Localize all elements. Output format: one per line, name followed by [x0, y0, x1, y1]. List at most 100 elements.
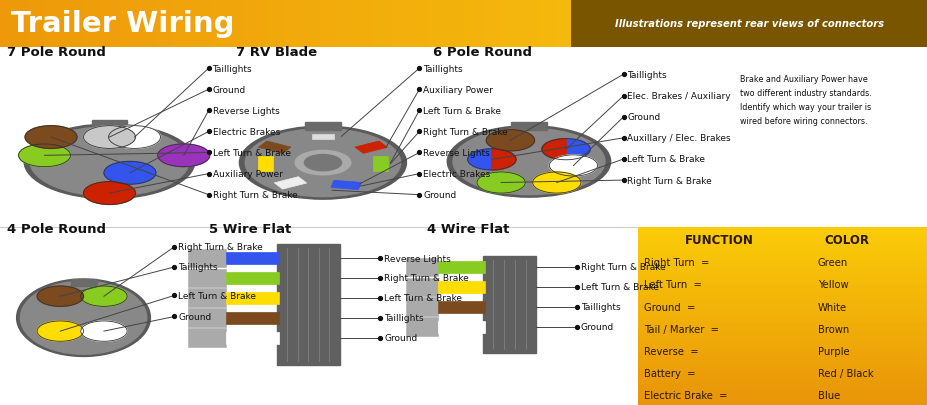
Text: Left Turn & Brake: Left Turn & Brake	[384, 294, 462, 303]
Bar	[603, 0, 606, 48]
Bar	[638, 369, 927, 371]
Bar	[183, 0, 186, 48]
Bar	[638, 316, 927, 318]
Bar	[522, 0, 527, 48]
Bar	[615, 0, 619, 48]
Bar	[318, 0, 323, 48]
Bar	[638, 372, 927, 373]
Bar	[638, 326, 927, 327]
Bar	[438, 261, 485, 273]
Text: Reverse Lights: Reverse Lights	[423, 149, 489, 158]
Bar	[40, 0, 44, 48]
Bar	[779, 0, 782, 48]
Bar	[674, 0, 678, 48]
Text: Blue: Blue	[817, 390, 839, 400]
Bar	[638, 234, 927, 236]
Bar	[638, 395, 927, 396]
Bar	[232, 0, 235, 48]
Bar	[832, 0, 835, 48]
Bar	[160, 0, 165, 48]
Bar	[62, 0, 66, 48]
Bar	[114, 0, 119, 48]
Bar	[828, 0, 832, 48]
Bar	[65, 0, 69, 48]
Bar	[346, 0, 350, 48]
Text: Right Turn & Brake: Right Turn & Brake	[580, 263, 665, 272]
Bar	[105, 0, 109, 48]
Bar	[638, 338, 927, 339]
Bar	[638, 279, 927, 280]
Bar	[638, 303, 927, 304]
Bar	[638, 325, 927, 326]
Bar	[572, 0, 576, 48]
Bar	[638, 243, 927, 244]
Circle shape	[19, 145, 70, 167]
Bar	[638, 302, 927, 303]
Circle shape	[245, 129, 400, 197]
Bar	[638, 390, 927, 391]
Bar	[899, 0, 903, 48]
Bar	[457, 0, 462, 48]
Bar	[742, 0, 745, 48]
Circle shape	[486, 130, 534, 151]
Bar	[192, 0, 196, 48]
Bar	[881, 0, 884, 48]
Bar	[272, 0, 276, 48]
Bar	[638, 381, 927, 382]
Bar	[482, 0, 486, 48]
Bar	[638, 320, 927, 321]
Bar	[638, 360, 927, 362]
Bar	[167, 0, 171, 48]
Bar	[638, 371, 927, 372]
Bar	[414, 0, 418, 48]
Bar	[638, 366, 927, 367]
Bar	[638, 323, 927, 324]
Bar	[630, 0, 634, 48]
Bar	[717, 0, 721, 48]
Bar	[890, 0, 894, 48]
Bar	[638, 335, 927, 336]
Bar	[638, 280, 927, 281]
Bar	[856, 0, 860, 48]
Bar	[285, 0, 288, 48]
Bar	[658, 0, 662, 48]
Bar	[781, 0, 786, 48]
Bar	[638, 245, 927, 247]
Bar	[638, 239, 927, 241]
Bar	[732, 0, 736, 48]
Bar	[68, 0, 72, 48]
Text: Elec. Brakes / Auxiliary: Elec. Brakes / Auxiliary	[627, 92, 730, 101]
Circle shape	[541, 139, 590, 160]
Bar	[244, 0, 248, 48]
Circle shape	[467, 149, 515, 171]
Text: Right Turn & Brake: Right Turn & Brake	[384, 274, 468, 283]
Text: Reverse  =: Reverse =	[643, 346, 698, 356]
Bar	[28, 0, 32, 48]
Bar	[638, 249, 927, 250]
Bar	[6, 0, 10, 48]
Bar	[570, 0, 927, 48]
Bar	[683, 0, 687, 48]
Text: Purple: Purple	[817, 346, 849, 356]
Bar	[638, 362, 927, 363]
Bar	[638, 242, 927, 243]
Bar	[108, 0, 112, 48]
Bar	[638, 396, 927, 397]
Bar	[578, 0, 582, 48]
Bar	[638, 241, 927, 242]
Bar	[638, 392, 927, 394]
Bar	[638, 234, 927, 235]
Bar	[70, 279, 96, 286]
Bar	[822, 0, 826, 48]
Bar	[638, 334, 927, 335]
Bar	[834, 0, 838, 48]
Bar	[638, 360, 927, 361]
Bar	[638, 386, 927, 387]
Bar	[37, 0, 41, 48]
Text: Taillights: Taillights	[178, 263, 218, 272]
Bar	[642, 0, 647, 48]
Bar	[489, 0, 492, 48]
Bar	[225, 332, 279, 344]
Bar	[638, 230, 927, 232]
Bar	[638, 228, 927, 229]
